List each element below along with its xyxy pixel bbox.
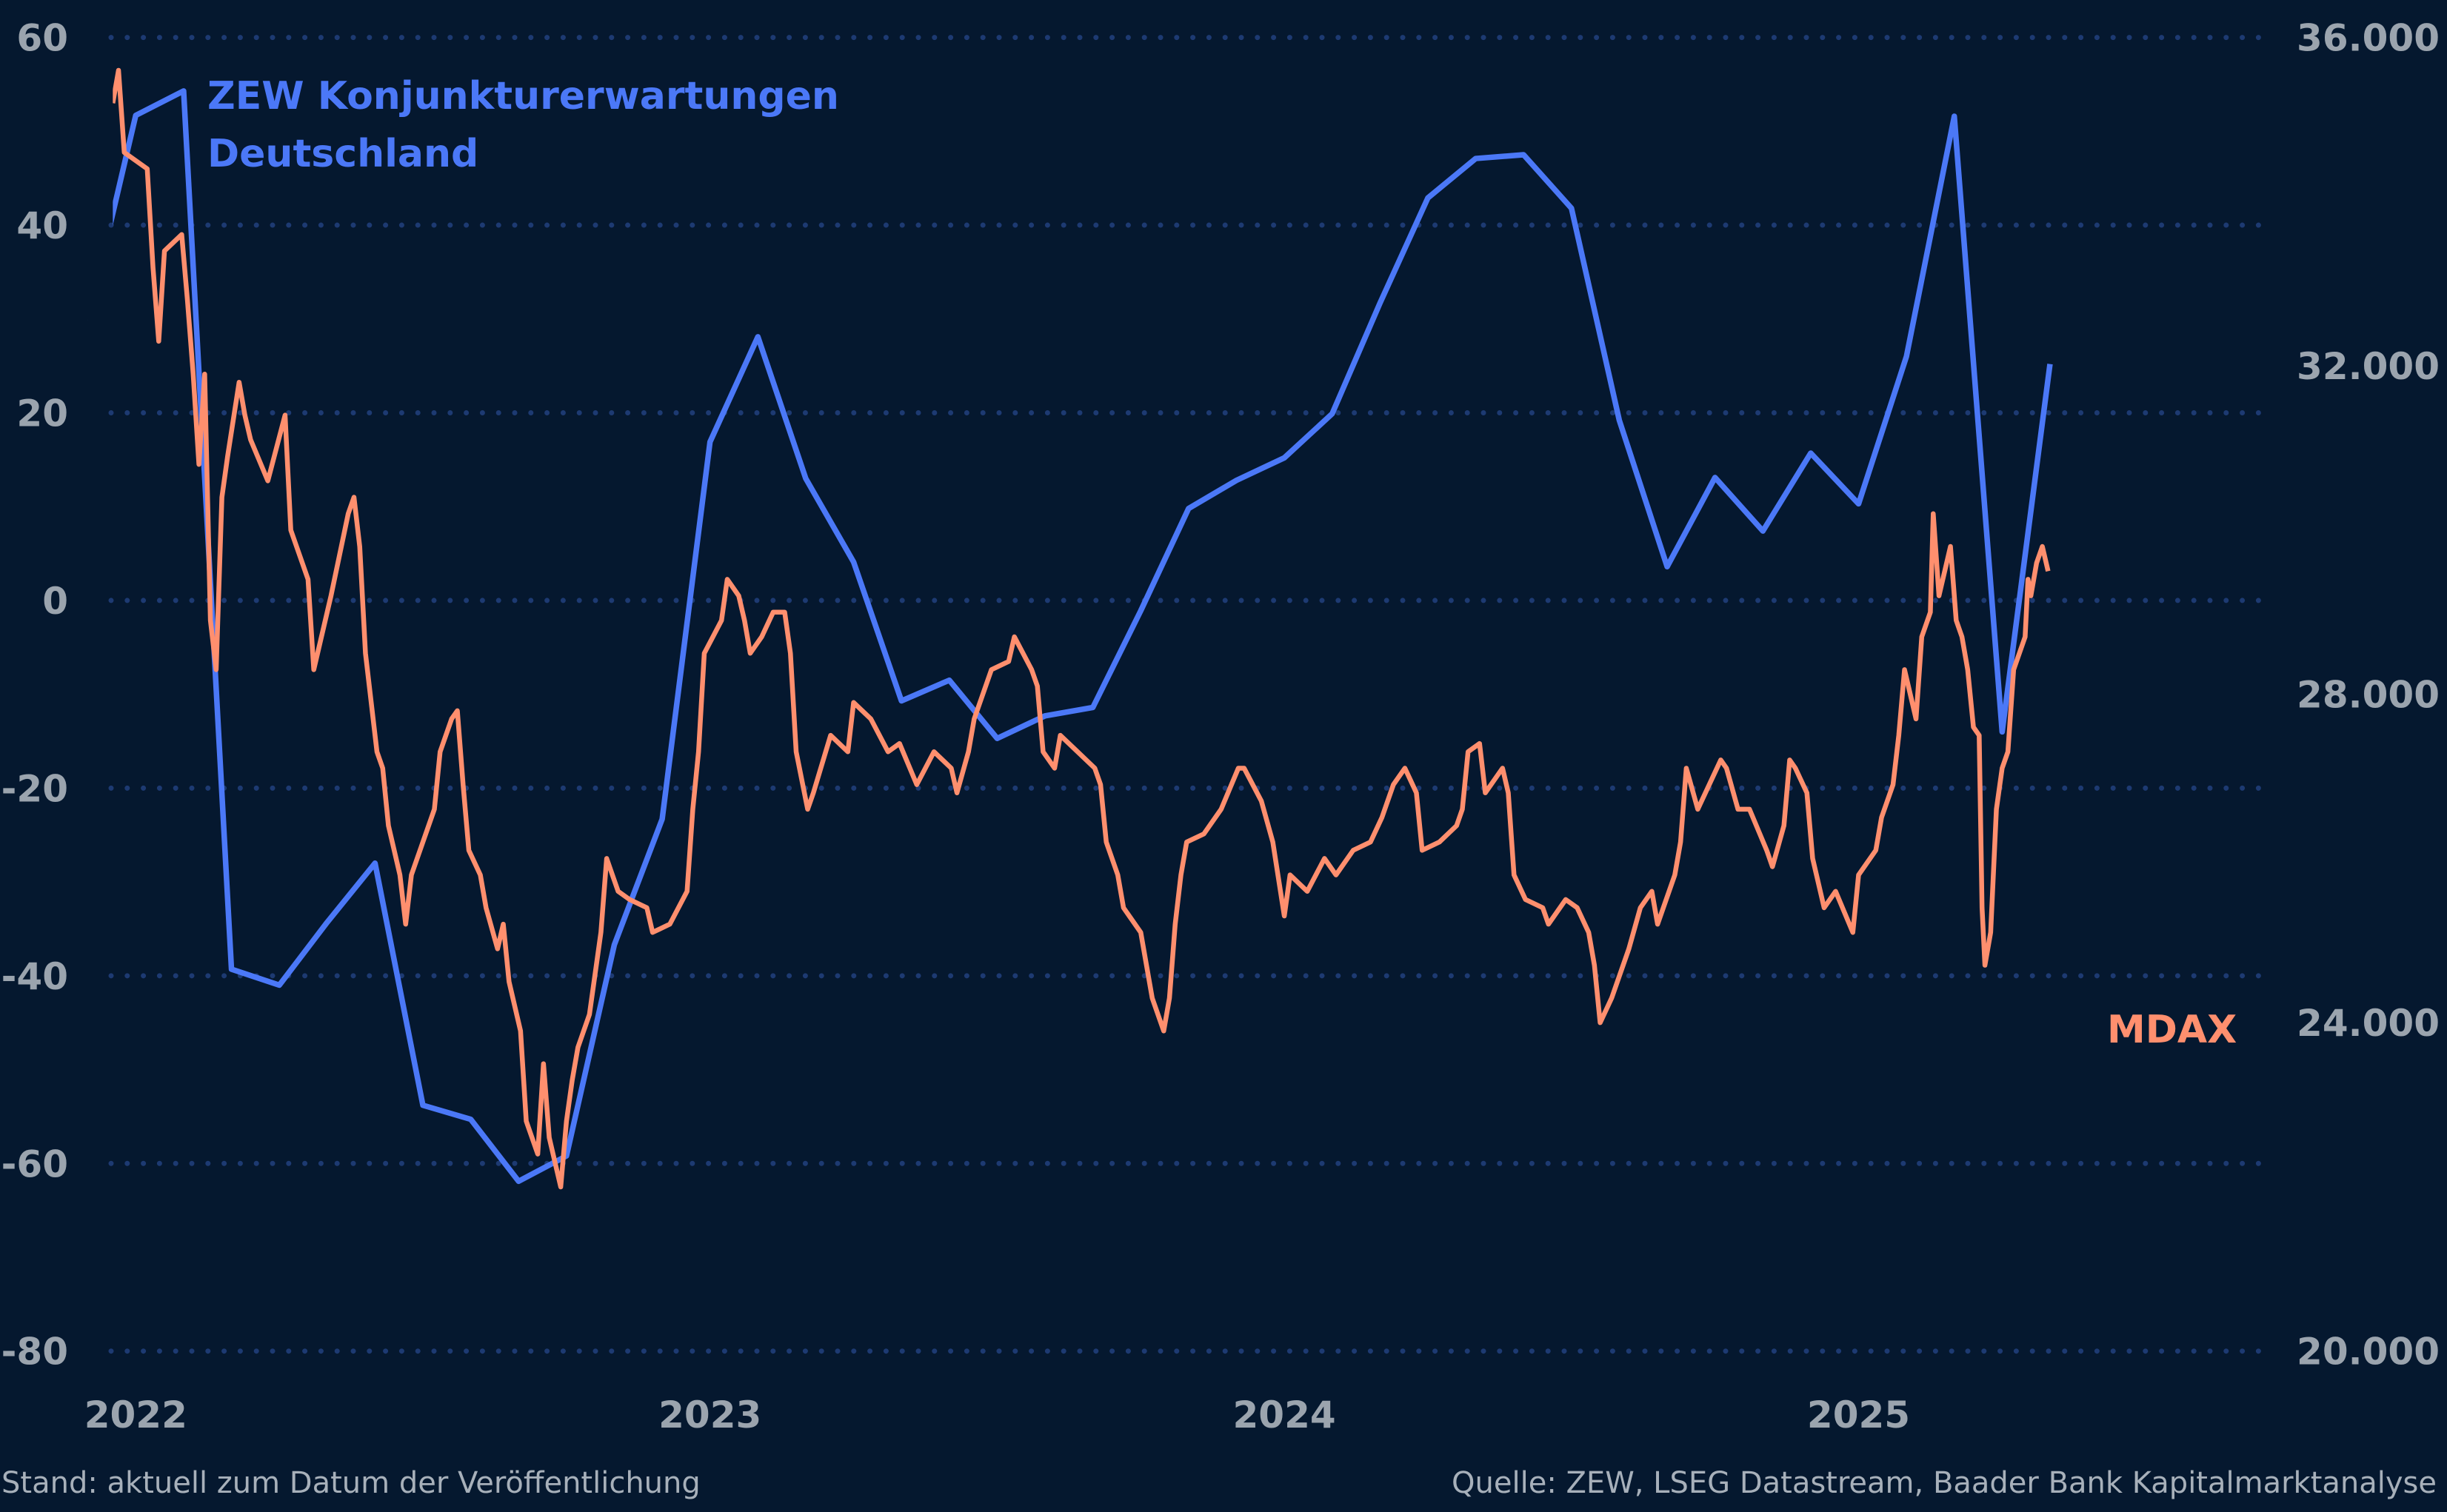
right-tick-label: 36.000: [2297, 17, 2440, 60]
left-axis: 60 40 20 0 -20 -40 -60 -80: [1, 17, 68, 1374]
left-tick-label: 40: [16, 204, 68, 247]
x-tick-label: 2023: [658, 1394, 761, 1436]
series-lines: [87, 67, 2053, 1190]
gridlines: [108, 35, 2274, 1354]
left-tick-label: 60: [16, 17, 68, 60]
left-tick-label: -60: [1, 1143, 68, 1185]
x-tick-label: 2022: [84, 1394, 187, 1436]
right-tick-label: 20.000: [2297, 1331, 2440, 1374]
right-tick-label: 32.000: [2297, 345, 2440, 388]
footer-note: Stand: aktuell zum Datum der Veröffentli…: [1, 1466, 701, 1500]
left-tick-label: -80: [1, 1331, 68, 1374]
left-tick-label: 0: [42, 580, 68, 623]
footer-source: Quelle: ZEW, LSEG Datastream, Baader Ban…: [1452, 1466, 2437, 1500]
zew-series-line: [113, 88, 2053, 1185]
right-tick-label: 24.000: [2297, 1002, 2440, 1045]
mdax-series-line: [113, 67, 2051, 1190]
left-tick-label: -40: [1, 955, 68, 998]
left-tick-label: -20: [1, 767, 68, 810]
zew-legend-label-line1: ZEW Konjunkturerwartungen: [207, 74, 839, 118]
right-tick-label: 28.000: [2297, 674, 2440, 717]
left-tick-label: 20: [16, 392, 68, 435]
x-axis: 2022 2023 2024 2025: [84, 1394, 1910, 1436]
zew-legend-label-line2: Deutschland: [207, 132, 478, 176]
x-tick-label: 2024: [1233, 1394, 1336, 1436]
right-axis: 36.000 32.000 28.000 24.000 20.000: [2297, 17, 2440, 1374]
mdax-legend-label: MDAX: [2107, 1008, 2237, 1052]
x-tick-label: 2025: [1807, 1394, 1910, 1436]
